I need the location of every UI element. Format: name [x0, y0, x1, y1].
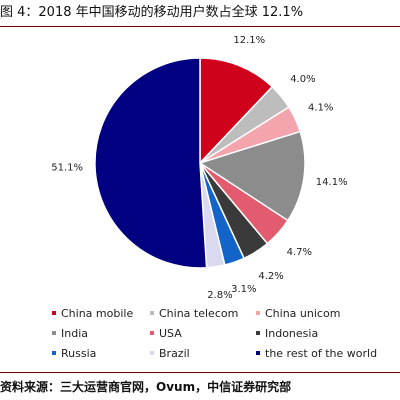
legend-swatch — [52, 331, 56, 335]
legend-swatch — [150, 311, 154, 315]
legend-label: India — [61, 326, 88, 340]
pie-slice-label: 4.7% — [287, 247, 312, 258]
legend-label: the rest of the world — [265, 346, 378, 360]
pie-slice-label: 51.1% — [51, 163, 83, 174]
legend-swatch — [150, 351, 154, 355]
legend-item: Brazil — [150, 346, 256, 360]
pie-slice-label: 4.0% — [290, 74, 315, 85]
legend-item: China unicom — [256, 306, 392, 320]
pie-slice-label: 14.1% — [316, 177, 348, 188]
legend-label: USA — [159, 326, 182, 340]
pie-slice-label: 12.1% — [233, 35, 265, 46]
legend-swatch — [52, 351, 56, 355]
pie-slices — [94, 57, 306, 269]
legend-swatch — [52, 311, 56, 315]
legend-item: the rest of the world — [256, 346, 392, 360]
pie-slice-label: 3.1% — [231, 284, 256, 295]
legend-item: Indonesia — [256, 326, 392, 340]
pie-slice-label: 4.1% — [308, 103, 333, 114]
legend-item: USA — [150, 326, 256, 340]
source-divider — [0, 372, 400, 373]
legend-item: Russia — [52, 346, 150, 360]
legend-label: China unicom — [265, 306, 341, 320]
pie-slice-china-mobile — [199, 57, 274, 165]
pie-slice-label: 4.2% — [258, 271, 283, 282]
legend-label: Brazil — [159, 346, 190, 360]
source-note: 资料来源：三大运营商官网，Ovum，中信证券研究部 — [0, 380, 292, 394]
legend-item: India — [52, 326, 150, 340]
pie-slice-labels: 12.1% 4.0% 4.1% 14.1% 4.7% 4.2%3.1%2.8% 51.1% — [51, 35, 347, 298]
pie-slice-label: 2.8% — [207, 290, 232, 298]
legend-item: China telecom — [150, 306, 256, 320]
legend-label: China mobile — [61, 306, 134, 320]
legend-swatch — [256, 311, 260, 315]
pie-chart: 12.1% 4.0% 4.1% 14.1% 4.7% 4.2%3.1%2.8% 51.1% — [51, 35, 347, 298]
legend-swatch — [256, 351, 260, 355]
chart-legend: China mobile China telecom China unicom Ind… — [52, 306, 392, 360]
title-divider — [0, 26, 400, 27]
pie-slice-india — [198, 130, 306, 222]
legend-swatch — [256, 331, 260, 335]
legend-label: Russia — [61, 346, 97, 360]
legend-label: Indonesia — [265, 326, 319, 340]
chart-title: 图 4：2018 年中国移动的移动用户数占全球 12.1% — [0, 5, 304, 20]
pie-slice-the-rest-of-the-world — [94, 57, 208, 269]
legend-label: China telecom — [159, 306, 239, 320]
legend-item: China mobile — [52, 306, 150, 320]
legend-swatch — [150, 331, 154, 335]
